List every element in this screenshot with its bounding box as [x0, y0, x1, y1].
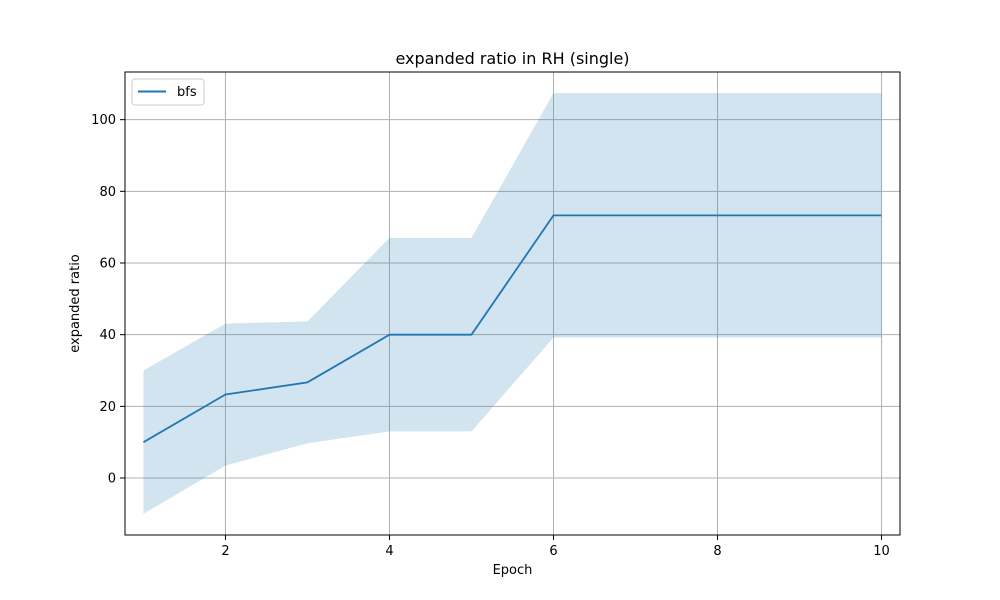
legend-label-bfs: bfs [177, 85, 197, 100]
series-line-bfs [143, 214, 882, 443]
y-tick-label-100: 100 [91, 113, 116, 128]
x-tick-label-8: 8 [713, 544, 721, 559]
series-lines [143, 214, 882, 443]
plot-frame [124, 71, 901, 536]
y-tick-label-20: 20 [99, 400, 116, 415]
y-tick-label-40: 40 [99, 328, 116, 343]
y-tick-label-0: 0 [108, 472, 116, 487]
legend: bfs [131, 78, 205, 106]
x-tick-label-4: 4 [385, 544, 393, 559]
x-tick-label-10: 10 [873, 544, 890, 559]
y-tick-label-60: 60 [99, 257, 116, 272]
x-tick-label-6: 6 [549, 544, 557, 559]
band-bfs [143, 93, 882, 514]
y-tick-label-80: 80 [99, 185, 116, 200]
legend-box [131, 78, 205, 106]
y-axis-label: expanded ratio [68, 254, 83, 353]
confidence-bands [143, 93, 882, 514]
grid-lines [125, 72, 900, 535]
x-tick-label-2: 2 [221, 544, 229, 559]
x-axis-label: Epoch [493, 563, 533, 578]
chart-title: expanded ratio in RH (single) [395, 49, 629, 68]
